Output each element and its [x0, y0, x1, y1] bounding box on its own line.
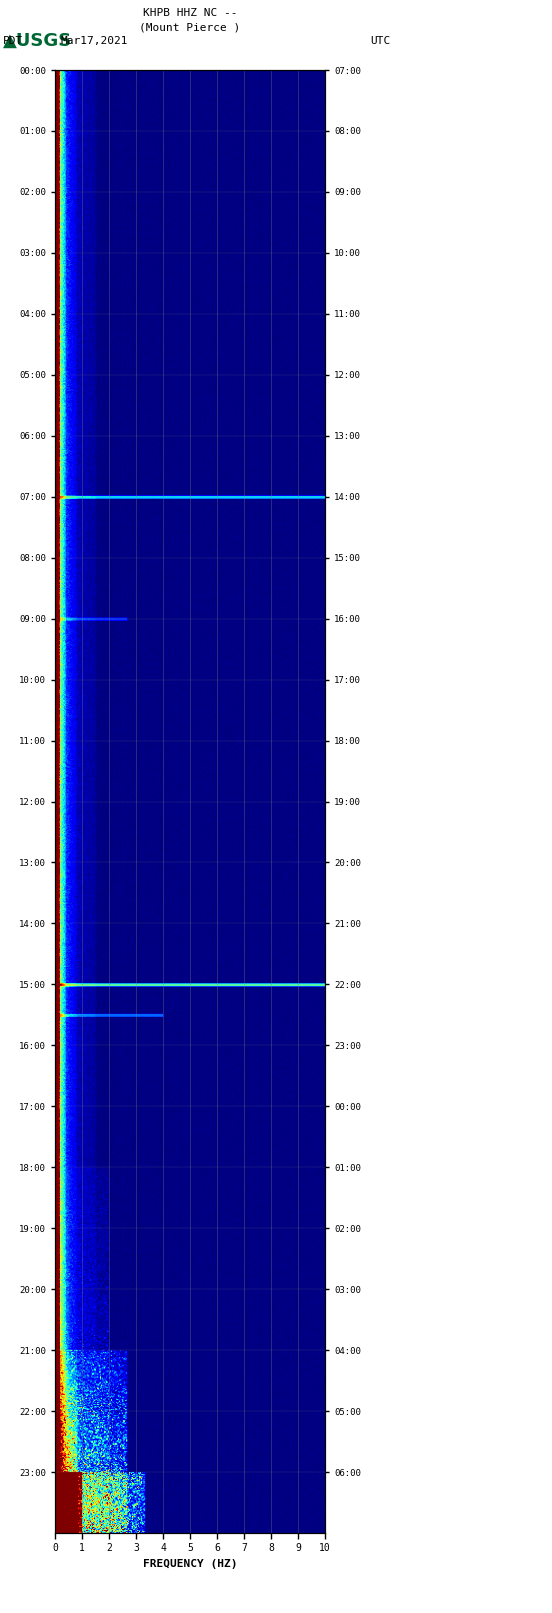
Text: ▲USGS: ▲USGS	[3, 32, 72, 50]
Text: PDT: PDT	[3, 35, 23, 47]
Text: UTC: UTC	[370, 35, 390, 47]
X-axis label: FREQUENCY (HZ): FREQUENCY (HZ)	[143, 1560, 237, 1569]
Text: KHPB HHZ NC --: KHPB HHZ NC --	[143, 8, 237, 18]
Text: (Mount Pierce ): (Mount Pierce )	[139, 23, 241, 32]
Text: Mar17,2021: Mar17,2021	[61, 35, 128, 47]
